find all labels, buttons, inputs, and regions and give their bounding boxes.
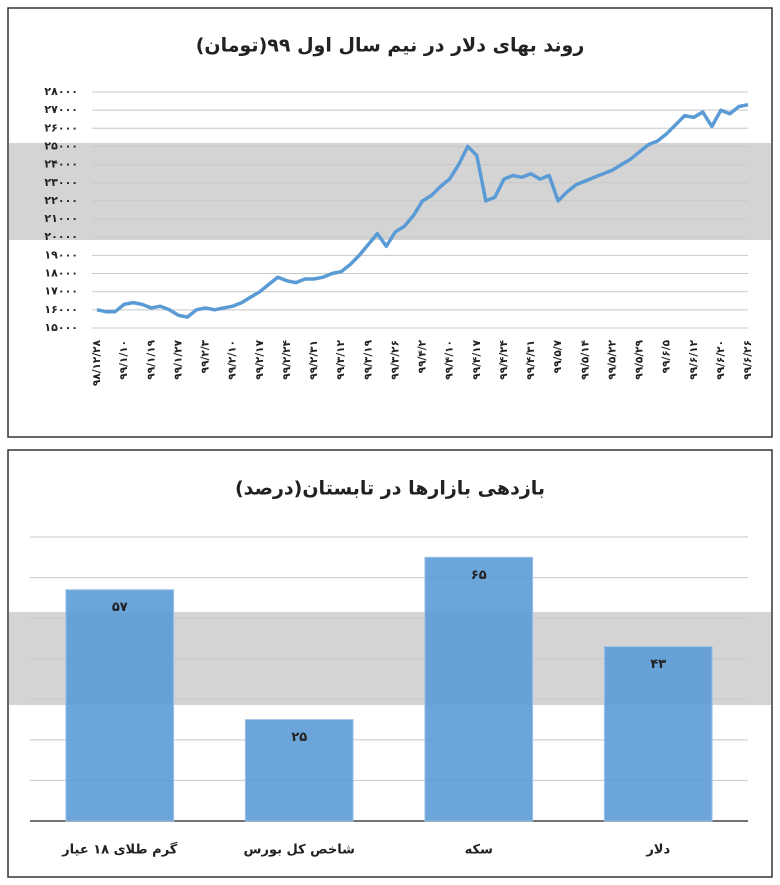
x-tick-label: ۹۹/۴/۳۱ bbox=[525, 340, 537, 380]
x-tick-label: ۹۹/۲/۲۴ bbox=[281, 339, 293, 379]
data-label: ۴۳ bbox=[650, 657, 666, 672]
bar bbox=[603, 646, 713, 822]
x-tick-label: ۹۹/۴/۲ bbox=[417, 339, 429, 373]
data-label: ۵۷ bbox=[112, 600, 128, 615]
watermark-band bbox=[9, 143, 771, 240]
y-tick-label: ۲۱۰۰۰ bbox=[44, 212, 78, 225]
y-tick-label: ۲۸۰۰۰ bbox=[44, 85, 78, 98]
x-tick-label: ۹۹/۵/۷ bbox=[552, 339, 564, 373]
x-tick-label: دلار bbox=[645, 843, 670, 858]
x-tick-label: ۹۹/۳/۱۲ bbox=[335, 339, 347, 379]
x-tick-label: ۹۹/۴/۲۴ bbox=[498, 339, 510, 379]
x-tick-label: ۹۹/۶/۱۲ bbox=[688, 339, 700, 379]
x-tick-label: سکه bbox=[465, 843, 493, 858]
y-tick-label: ۱۸۰۰۰ bbox=[44, 267, 78, 280]
x-tick-label: ۹۹/۱/۱۹ bbox=[145, 339, 157, 379]
x-tick-label: ۹۹/۵/۲۲ bbox=[606, 339, 618, 379]
line bbox=[96, 102, 749, 319]
x-tick-label: ۹۹/۳/۱۹ bbox=[362, 339, 374, 379]
y-tick-label: ۲۲۰۰۰ bbox=[44, 194, 78, 207]
y-tick-label: ۱۵۰۰۰ bbox=[44, 321, 78, 334]
y-tick-label: ۱۶۰۰۰ bbox=[44, 303, 78, 316]
x-tick-label: ۹۹/۶/۵ bbox=[661, 339, 673, 373]
chart-title: بازدهی بازارها در تابستان(درصد) bbox=[235, 478, 545, 500]
x-tick-label: گرم طلای ۱۸ عیار bbox=[61, 842, 178, 858]
x-tick-label: ۹۹/۱/۲۷ bbox=[172, 339, 184, 379]
data-label: ۲۵ bbox=[291, 730, 307, 745]
x-tick-label: شاخص کل بورس bbox=[244, 843, 355, 858]
x-tick-label: ۹۹/۴/۱۷ bbox=[471, 339, 483, 379]
y-tick-label: ۲۰۰۰۰ bbox=[44, 230, 78, 243]
x-tick-label: ۹۹/۶/۲۶ bbox=[742, 340, 754, 380]
x-tick-label: ۹۹/۵/۱۴ bbox=[579, 339, 591, 379]
x-tick-label: ۹۹/۵/۲۹ bbox=[634, 339, 646, 379]
data-label: ۶۵ bbox=[471, 568, 487, 583]
x-tick-label: ۹۹/۱/۱۰ bbox=[118, 340, 130, 380]
x-tick-label: ۹۹/۲/۳ bbox=[200, 339, 212, 373]
x-tick-label: ۹۹/۲/۳۱ bbox=[308, 340, 320, 380]
y-tick-label: ۲۵۰۰۰ bbox=[44, 139, 78, 152]
y-tick-label: ۱۷۰۰۰ bbox=[44, 285, 78, 298]
x-tick-label: ۹۹/۴/۱۰ bbox=[444, 340, 456, 380]
bar bbox=[244, 719, 354, 822]
y-tick-label: ۱۹۰۰۰ bbox=[44, 248, 78, 261]
x-tick-label: ۹۹/۲/۱۰ bbox=[227, 340, 239, 380]
x-tick-label: ۹۹/۳/۲۶ bbox=[389, 340, 401, 380]
x-tick-label: ۹۹/۲/۱۷ bbox=[254, 339, 266, 379]
chart-title: روند بهای دلار در نیم سال اول ۹۹(تومان) bbox=[196, 35, 585, 57]
y-tick-label: ۲۶۰۰۰ bbox=[44, 121, 78, 134]
x-tick-label: ۹۸/۱۲/۲۸ bbox=[91, 339, 103, 386]
x-tick-label: ۹۹/۶/۲۰ bbox=[715, 340, 727, 380]
y-tick-label: ۲۷۰۰۰ bbox=[44, 103, 78, 116]
y-tick-label: ۲۳۰۰۰ bbox=[44, 176, 78, 189]
y-tick-label: ۲۴۰۰۰ bbox=[44, 158, 78, 171]
bar bbox=[424, 556, 534, 822]
bar bbox=[65, 589, 175, 822]
